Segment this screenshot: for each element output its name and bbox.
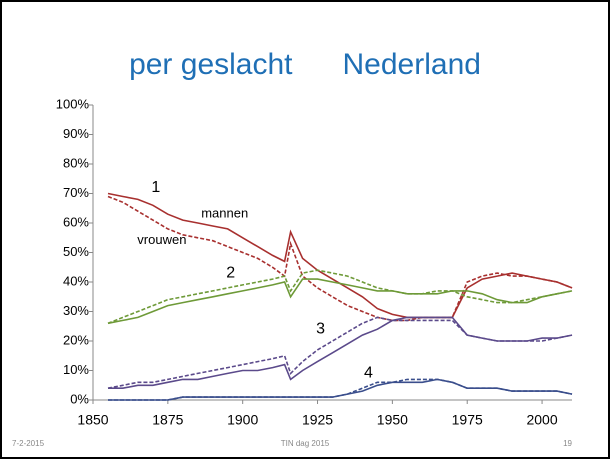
line-series: [107, 195, 573, 322]
x-tick-label: 1875: [152, 412, 183, 428]
y-tick-label: 30%: [63, 303, 89, 318]
x-tick-label: 1950: [377, 412, 408, 428]
annotation: 4: [364, 365, 373, 382]
x-tick-label: 1925: [302, 412, 333, 428]
y-tick-label: 10%: [63, 362, 89, 377]
y-tick-label: 20%: [63, 332, 89, 347]
y-tick-label: 90%: [63, 126, 89, 141]
chart-title: per geslacht Nederland: [129, 48, 481, 81]
annotation: 1: [151, 179, 160, 196]
line-series: [108, 316, 573, 389]
footer-date: 7-2-2015: [12, 439, 45, 448]
y-tick-label: 50%: [63, 244, 89, 259]
x-tick-label: 2000: [526, 412, 557, 428]
y-tick-label: 70%: [63, 185, 89, 200]
annotation: mannen: [201, 206, 248, 221]
footer-page: 19: [563, 439, 572, 448]
line-series: [107, 278, 573, 325]
x-tick-label: 1975: [452, 412, 483, 428]
y-tick-label: 40%: [63, 273, 89, 288]
y-tick-label: 0%: [70, 391, 89, 406]
line-series: [108, 378, 573, 401]
y-tick-label: 60%: [63, 214, 89, 229]
footer-event: TIN dag 2015: [281, 439, 330, 448]
line-series: [107, 269, 573, 325]
line-series: [107, 316, 573, 389]
y-tick-label: 80%: [63, 155, 89, 170]
x-tick-label: 1900: [227, 412, 258, 428]
x-tick-label: 1850: [77, 412, 108, 428]
line-series: [107, 192, 573, 319]
annotation: vrouwen: [137, 232, 186, 247]
annotation: 2: [226, 264, 235, 281]
y-tick-label: 100%: [56, 96, 90, 111]
annotation: 3: [316, 320, 325, 337]
